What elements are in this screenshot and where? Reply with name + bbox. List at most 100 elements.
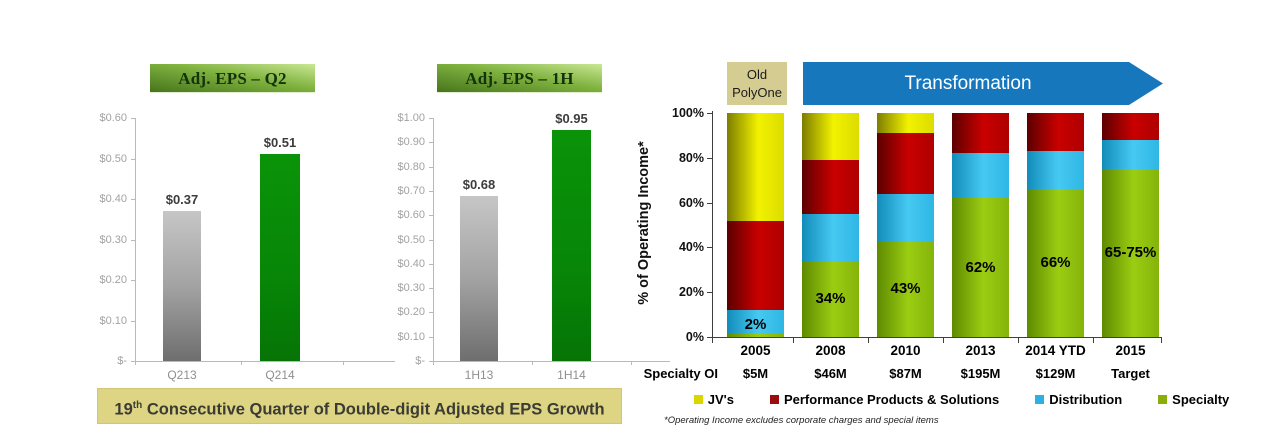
legend-label-dist: Distribution [1049,392,1123,407]
mix-y-axis-line [712,111,713,337]
segment-dist-2014 YTD [1027,151,1084,190]
legend-item-spec: Specialty [1158,392,1229,407]
y-tick-label: $0.50 [397,233,425,246]
bar-value-label: $0.68 [462,177,496,192]
y-tick-mark [131,199,135,200]
segment-jvs-2010 [877,113,934,134]
mix-x-category-label: 2010 [890,343,921,358]
y-tick-mark [131,361,135,362]
specialty-oi-value: $87M [889,366,922,381]
stacked-bar-2010: 43% [877,113,934,337]
y-tick-label: $0.10 [99,314,127,327]
segment-spec-2015 [1102,169,1159,337]
segment-spec-2013 [952,198,1009,337]
legend-swatch-spec-icon [1158,395,1168,404]
mix-y-tick-label: 100% [672,106,704,120]
legend-item-dist: Distribution [1035,392,1122,407]
segment-spec-2008 [802,260,859,337]
x-tick-mark [532,361,533,365]
old-polyone-box: Old PolyOne [727,62,787,105]
footnote: *Operating Income excludes corporate cha… [664,415,939,426]
transformation-arrow: Transformation [803,62,1163,105]
banner-text: Consecutive Quarter of Double-digit Adju… [142,400,605,419]
specialty-oi-row-label: Specialty OI [643,366,718,381]
specialty-oi-value: $195M [960,366,1001,381]
old-polyone-line2: PolyOne [732,84,782,100]
specialty-percent-label: 43% [890,279,921,297]
legend-label-pps: Performance Products & Solutions [783,392,1000,407]
segment-pps-2015 [1102,113,1159,140]
specialty-percent-label: 34% [815,289,846,307]
mix-plot: 100% 80% 60% 40% 20% 0% 2% 34% 43% 62% 66% 65-75% [672,106,1162,344]
legend-label-jvs: JV's [707,392,734,407]
bar-value-label: $0.37 [165,192,199,207]
stacked-bar-2013: 62% [952,113,1009,337]
segment-spec-2010 [877,240,934,337]
y-tick-mark [429,288,433,290]
transformation-label: Transformation [904,73,1032,94]
y-tick-label: $0.90 [397,136,425,149]
segment-pps-2014 YTD [1027,113,1084,152]
x-axis-line [433,361,670,362]
mix-x-tick-mark [868,338,869,343]
mix-y-tick-mark [707,157,712,159]
bar-value-label: $0.95 [555,111,588,126]
y-axis-line [433,118,434,361]
eps-q2-title: Adj. EPS – Q2 [150,64,315,93]
segment-jvs-2005 [727,113,784,221]
x-tick-mark [631,361,632,365]
mix-y-tick-mark [707,113,712,114]
y-tick-label: $0.20 [99,274,127,286]
y-tick-mark [429,166,433,168]
stacked-bar-2005: 2% [727,113,784,337]
eps-1h-title: Adj. EPS – 1H [437,64,602,93]
segment-pps-2005 [727,220,784,311]
y-tick-label: $0.40 [397,257,425,270]
legend-item-pps: Performance Products & Solutions [769,392,1000,407]
segment-dist-2008 [802,213,859,261]
y-tick-label: $1.00 [397,112,425,124]
stacked-bar-2014 YTD: 66% [1027,113,1084,337]
y-tick-label: $0.30 [397,282,425,295]
mix-y-tick-label: 20% [678,285,704,300]
mix-y-tick-label: 60% [678,195,704,210]
specialty-oi-value: $129M [1035,366,1076,381]
legend-swatch-jvs-icon [693,395,703,404]
mix-x-tick-mark [1161,338,1162,343]
stacked-bar-2008: 34% [802,113,859,337]
mix-x-tick-mark [793,338,794,343]
mix-x-category-label: 2015 [1115,343,1146,358]
mix-y-tick-mark [707,337,712,338]
eps-q2-chart: Adj. EPS – Q2 $0.60 $0.50 $0.40 $0.30 $0.20 $… [95,60,395,390]
y-tick-mark [131,280,135,281]
x-category-label: Q214 [265,368,295,382]
y-tick-mark [429,312,433,314]
eps-q2-plot: $0.60 $0.50 $0.40 $0.30 $0.20 $0.10 $- $0.37 Q21… [95,112,395,382]
mix-x-tick-mark [1093,338,1094,343]
banner-prefix: 19 [114,400,133,419]
y-tick-label: $0.30 [99,233,127,246]
mix-y-tick-label: 80% [678,150,704,165]
y-tick-mark [429,190,433,192]
y-tick-mark [131,118,135,119]
specialty-oi-value: Target [1111,366,1150,381]
y-tick-label: $0.50 [99,152,127,165]
eps-1h-plot: $1.00 $0.90 $0.80 $0.70 $0.60 $0.50 $0.40 $0.30… [380,111,670,382]
legend: JV's Performance Products & Solutions Dist… [660,392,1263,407]
mix-y-tick-label: 40% [678,240,704,255]
eps-1h-chart: Adj. EPS – 1H $1.00 $0.90 $0.80 $0.70 $0.60 $… [380,60,670,390]
x-category-label: Q213 [167,368,197,382]
x-category-label: 1H14 [557,368,586,382]
y-tick-mark [429,239,433,241]
y-tick-mark [429,142,433,144]
x-axis-line [135,361,395,362]
banner-superscript: th [132,400,143,411]
y-tick-mark [131,158,135,160]
y-tick-label: $0.60 [99,112,127,124]
mix-x-tick-mark [712,338,713,343]
y-tick-mark [131,320,135,322]
legend-label-spec: Specialty [1172,392,1230,407]
eps-growth-banner: 19th Consecutive Quarter of Double-digit… [97,388,622,424]
specialty-percent-label: 2% [744,316,767,333]
